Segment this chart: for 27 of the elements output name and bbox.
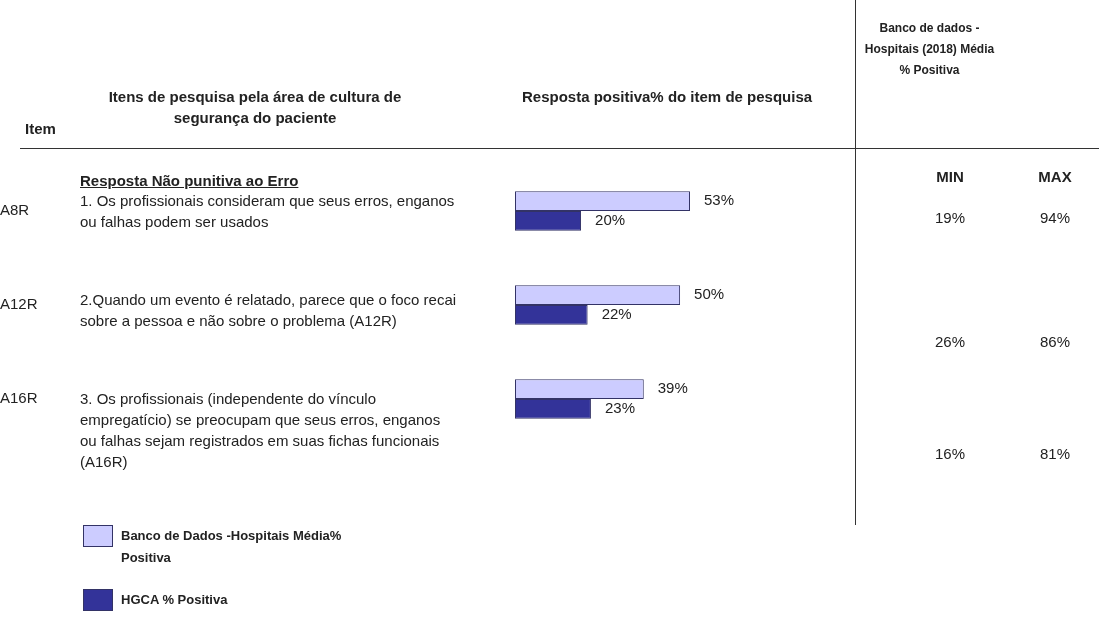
text: Resposta positiva% do item de pesquisa	[522, 87, 814, 107]
text: Item	[25, 119, 56, 139]
text: MIN	[935, 167, 965, 187]
data-label: 50%	[694, 285, 725, 303]
text: 81%	[1039, 444, 1071, 464]
data-label: 20%	[595, 211, 626, 229]
legend-label: HGCA % Positiva	[121, 591, 229, 609]
text: Itens de pesquisa pela área de cultura de segurança do paciente	[107, 87, 403, 128]
data-label: 53%	[704, 191, 735, 209]
text: MAX	[1037, 167, 1073, 187]
y-tick-label: A8R	[0, 201, 30, 219]
text: 16%	[934, 444, 966, 464]
text: 19%	[934, 208, 966, 228]
text: 3. Os profissionais (independente do vínculo empregatício) se preocupam que seus erros, enganos ou falhas sejam registrados em suas fichas funcionais (A16R)	[80, 389, 442, 472]
data-label: 23%	[604, 399, 635, 417]
legend-label: Banco de Dados -Hospitais Média% Positiva	[121, 527, 343, 567]
y-tick-label: A12R	[0, 295, 38, 313]
data-label: 39%	[657, 379, 688, 397]
text: 1. Os profissionais consideram que seus erros, enganos ou falhas podem ser usados	[80, 191, 456, 232]
text: 2.Quando um evento é relatado, parece que o foco recai sobre a pessoa e não sobre o problema (A12R)	[80, 290, 458, 331]
text: 86%	[1039, 332, 1071, 352]
data-label: 22%	[601, 305, 632, 323]
text: 26%	[934, 332, 966, 352]
y-tick-label: A16R	[0, 389, 38, 407]
text: Banco de dados - Hospitais (2018) Média % Positiva	[863, 20, 996, 79]
text: 94%	[1039, 208, 1071, 228]
text: Resposta Não punitiva ao Erro	[80, 171, 299, 191]
